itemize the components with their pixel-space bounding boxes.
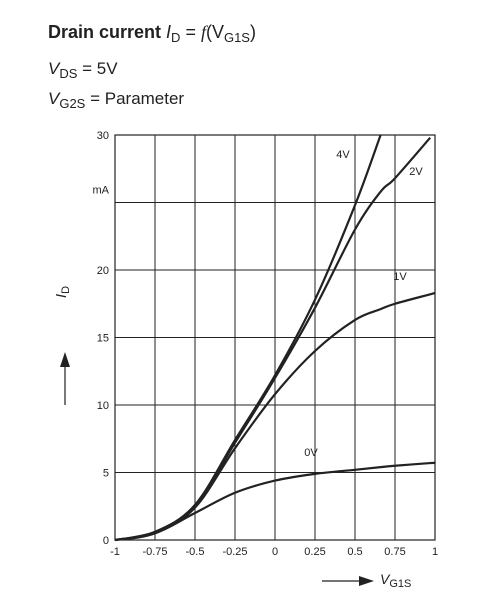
y-axis-label: ID	[53, 286, 72, 298]
curve	[114, 136, 432, 542]
x-label-symbol: V	[380, 571, 391, 587]
cond-rest: = Parameter	[85, 89, 184, 108]
curve-label: 2V	[409, 166, 423, 178]
y-tick-label: mA	[93, 185, 110, 197]
x-tick-label: 0.25	[304, 546, 325, 558]
x-label-sub: G1S	[389, 578, 411, 590]
x-tick-label: -0.75	[142, 546, 167, 558]
title-symbol: I	[166, 22, 171, 42]
y-tick-label: 30	[97, 130, 109, 142]
title-arg-sub: G1S	[224, 30, 250, 45]
cond-rest: = 5V	[77, 59, 118, 78]
plot: 4V 2V 1V 0V	[114, 134, 436, 542]
cond-sub: DS	[59, 66, 77, 81]
x-axis-label: VG1S	[380, 571, 411, 590]
x-tick-label: 0.5	[347, 546, 362, 558]
y-tick-label: 15	[97, 333, 109, 345]
curve-label: 0V	[304, 447, 318, 459]
title-close: )	[250, 22, 256, 42]
grid: -1 -0.75 -0.5 -0.25 0 0.25 0.5 0.75 105101520mA3…	[93, 130, 439, 558]
x-arrow	[322, 576, 374, 586]
chart-title: Drain current ID = f(VG1S)	[48, 22, 256, 45]
y-tick-label: 5	[103, 468, 109, 480]
cond-symbol: V	[48, 59, 61, 78]
condition: VG2S = Parameter	[48, 89, 184, 111]
cond-symbol: V	[48, 89, 61, 108]
title-sub: D	[171, 30, 180, 45]
y-label-sub: D	[60, 286, 72, 294]
curve-label: 4V	[336, 149, 350, 161]
curve	[114, 291, 436, 542]
title-open: (V	[206, 22, 224, 42]
x-tick-label: -0.5	[186, 546, 205, 558]
title-lead: Drain current	[48, 22, 166, 42]
title-eq: =	[180, 22, 201, 42]
y-label-symbol: I	[53, 294, 70, 298]
condition: VDS = 5V	[48, 59, 118, 81]
x-tick-label: 0	[272, 546, 278, 558]
curve	[114, 461, 436, 542]
cond-sub: G2S	[59, 96, 85, 111]
y-tick-label: 0	[103, 535, 109, 547]
y-tick-label: 20	[97, 265, 109, 277]
x-tick-label: 1	[432, 546, 438, 558]
title-func: f	[201, 22, 209, 42]
y-tick-label: 10	[97, 400, 109, 412]
x-tick-label: -1	[110, 546, 120, 558]
curve-label: 1V	[393, 271, 407, 283]
y-arrow	[60, 352, 70, 405]
x-tick-label: 0.75	[384, 546, 405, 558]
plot-frame	[114, 134, 436, 541]
x-tick-label: -0.25	[222, 546, 247, 558]
